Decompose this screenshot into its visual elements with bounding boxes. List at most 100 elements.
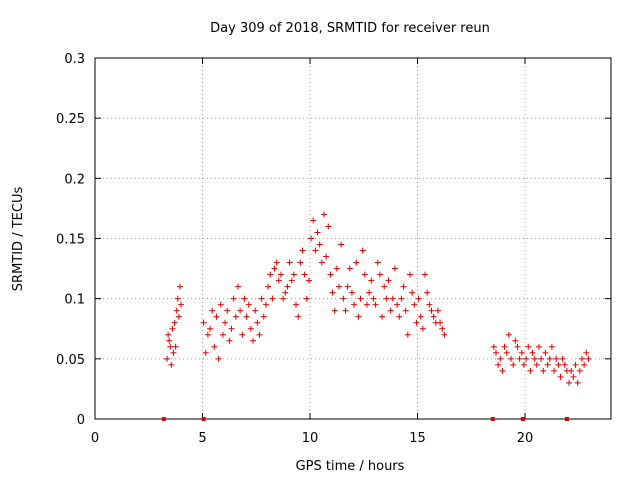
data-point bbox=[583, 349, 590, 356]
data-point bbox=[232, 313, 239, 320]
data-point bbox=[415, 295, 422, 302]
data-point bbox=[383, 295, 390, 302]
gap-marker bbox=[161, 417, 166, 421]
data-point bbox=[175, 313, 182, 320]
data-point bbox=[165, 331, 172, 338]
data-point bbox=[559, 355, 566, 362]
data-point bbox=[381, 283, 388, 290]
data-point bbox=[529, 349, 536, 356]
data-point bbox=[490, 343, 497, 350]
data-point bbox=[419, 325, 426, 332]
data-point bbox=[499, 367, 506, 374]
y-tick-label: 0.25 bbox=[56, 112, 85, 127]
data-point bbox=[316, 241, 323, 248]
data-point bbox=[531, 355, 538, 362]
data-point bbox=[243, 313, 250, 320]
data-point bbox=[215, 355, 222, 362]
data-point bbox=[284, 283, 291, 290]
gap-marker bbox=[564, 417, 569, 421]
data-point bbox=[426, 301, 433, 308]
data-point bbox=[329, 289, 336, 296]
data-point bbox=[439, 325, 446, 332]
gap-marker bbox=[520, 417, 525, 421]
data-point bbox=[578, 355, 585, 362]
data-point bbox=[234, 283, 241, 290]
data-point bbox=[271, 265, 278, 272]
data-point bbox=[256, 331, 263, 338]
data-point bbox=[340, 295, 347, 302]
data-point bbox=[222, 319, 229, 326]
data-point bbox=[320, 211, 327, 218]
data-point bbox=[357, 295, 364, 302]
data-point bbox=[171, 319, 178, 326]
data-point bbox=[411, 301, 418, 308]
data-point bbox=[169, 325, 176, 332]
y-tick-label: 0.05 bbox=[56, 353, 85, 368]
data-point bbox=[404, 331, 411, 338]
data-point bbox=[355, 313, 362, 320]
data-point bbox=[282, 289, 289, 296]
x-tick-label: 0 bbox=[91, 431, 99, 446]
data-point bbox=[342, 307, 349, 314]
data-point bbox=[173, 307, 180, 314]
data-point bbox=[228, 325, 235, 332]
data-point bbox=[290, 271, 297, 278]
data-point bbox=[211, 343, 218, 350]
data-point bbox=[336, 283, 343, 290]
data-point bbox=[217, 301, 224, 308]
data-point bbox=[495, 361, 502, 368]
data-point bbox=[525, 343, 532, 350]
data-point bbox=[548, 343, 555, 350]
data-point bbox=[557, 373, 564, 380]
data-point bbox=[168, 361, 175, 368]
data-point bbox=[299, 247, 306, 254]
x-tick-label: 10 bbox=[302, 431, 319, 446]
data-point bbox=[406, 271, 413, 278]
data-point bbox=[520, 361, 527, 368]
data-point bbox=[224, 307, 231, 314]
data-point bbox=[501, 343, 508, 350]
data-point bbox=[344, 283, 351, 290]
data-point bbox=[551, 367, 558, 374]
data-point bbox=[174, 295, 181, 302]
data-point bbox=[553, 355, 560, 362]
data-point bbox=[288, 277, 295, 284]
y-tick-label: 0.3 bbox=[64, 52, 85, 67]
data-point bbox=[570, 373, 577, 380]
data-point bbox=[351, 301, 358, 308]
data-point bbox=[402, 307, 409, 314]
data-point bbox=[204, 331, 211, 338]
x-axis-label: GPS time / hours bbox=[296, 459, 405, 474]
data-point bbox=[394, 301, 401, 308]
data-point bbox=[514, 343, 521, 350]
data-point bbox=[441, 331, 448, 338]
data-point bbox=[576, 367, 583, 374]
data-point bbox=[430, 313, 437, 320]
data-point bbox=[241, 295, 248, 302]
data-point bbox=[308, 235, 315, 242]
data-point bbox=[327, 271, 334, 278]
data-point bbox=[422, 271, 429, 278]
data-point bbox=[368, 277, 375, 284]
data-point bbox=[170, 349, 177, 356]
data-point bbox=[396, 313, 403, 320]
data-point bbox=[260, 313, 267, 320]
data-point bbox=[209, 307, 216, 314]
x-tick-label: 5 bbox=[198, 431, 206, 446]
data-point bbox=[544, 361, 551, 368]
data-point bbox=[359, 247, 366, 254]
data-point bbox=[516, 355, 523, 362]
data-point bbox=[346, 265, 353, 272]
data-point bbox=[428, 307, 435, 314]
data-point bbox=[374, 259, 381, 266]
y-axis-label: SRMTID / TECUs bbox=[11, 187, 26, 292]
y-tick-label: 0.2 bbox=[64, 172, 85, 187]
data-point bbox=[250, 337, 257, 344]
data-point bbox=[200, 319, 207, 326]
data-point bbox=[353, 259, 360, 266]
data-point bbox=[202, 349, 209, 356]
data-point bbox=[269, 295, 276, 302]
data-point bbox=[542, 349, 549, 356]
data-point bbox=[434, 307, 441, 314]
